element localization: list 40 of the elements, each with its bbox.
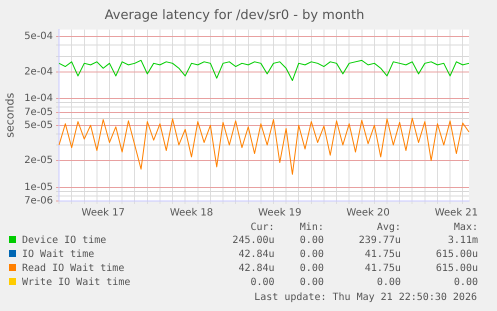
text: 41.75u bbox=[364, 248, 401, 262]
x-tick-label: Week 19 bbox=[258, 208, 302, 219]
legend-label: IO Wait time bbox=[21, 248, 96, 262]
text: Cur: bbox=[249, 222, 275, 234]
text: 0.00 bbox=[298, 248, 324, 262]
text: Avg: bbox=[376, 222, 401, 234]
y-axis-title: seconds bbox=[3, 92, 16, 138]
text: 0.00 bbox=[298, 234, 324, 248]
text: Last update: Thu May 21 22:50:30 2026 bbox=[253, 291, 478, 305]
x-tick-label: Week 18 bbox=[170, 208, 214, 219]
text: 239.77u bbox=[358, 234, 401, 248]
text: 0.00 bbox=[298, 262, 324, 276]
legend-label: Write IO Wait time bbox=[21, 276, 132, 290]
y-tick-label: 5e-05 bbox=[24, 120, 54, 131]
chart-title: Average latency for /dev/sr0 - by month bbox=[104, 8, 364, 24]
y-tick-label: 2e-05 bbox=[24, 155, 54, 166]
text: 3.11m bbox=[446, 234, 478, 248]
text: 245.00u bbox=[231, 234, 275, 248]
text: Max: bbox=[452, 222, 478, 234]
y-tick-label: 2e-04 bbox=[24, 66, 54, 78]
text: 0.00 bbox=[298, 276, 324, 290]
y-tick-label: 7e-06 bbox=[24, 196, 54, 207]
x-tick-label: Week 17 bbox=[82, 208, 125, 219]
text: 42.84u bbox=[237, 248, 275, 262]
legend-label: Read IO Wait time bbox=[21, 262, 126, 276]
x-tick-label: Week 20 bbox=[346, 208, 390, 219]
text: 0.00 bbox=[452, 276, 478, 290]
text: 615.00u bbox=[434, 262, 478, 276]
x-tick-label: Week 21 bbox=[434, 208, 478, 219]
text: Min: bbox=[298, 222, 324, 234]
y-tick-label: 7e-05 bbox=[24, 106, 54, 118]
text: 42.84u bbox=[237, 262, 275, 276]
text: 0.00 bbox=[249, 276, 275, 290]
text: 41.75u bbox=[364, 262, 401, 276]
text: 615.00u bbox=[434, 248, 478, 262]
legend-label: Device IO time bbox=[21, 234, 108, 248]
text: 0.00 bbox=[376, 276, 401, 290]
y-tick-label: 5e-04 bbox=[24, 31, 54, 42]
y-tick-label: 1e-05 bbox=[24, 182, 54, 193]
y-tick-label: 1e-04 bbox=[24, 93, 54, 104]
